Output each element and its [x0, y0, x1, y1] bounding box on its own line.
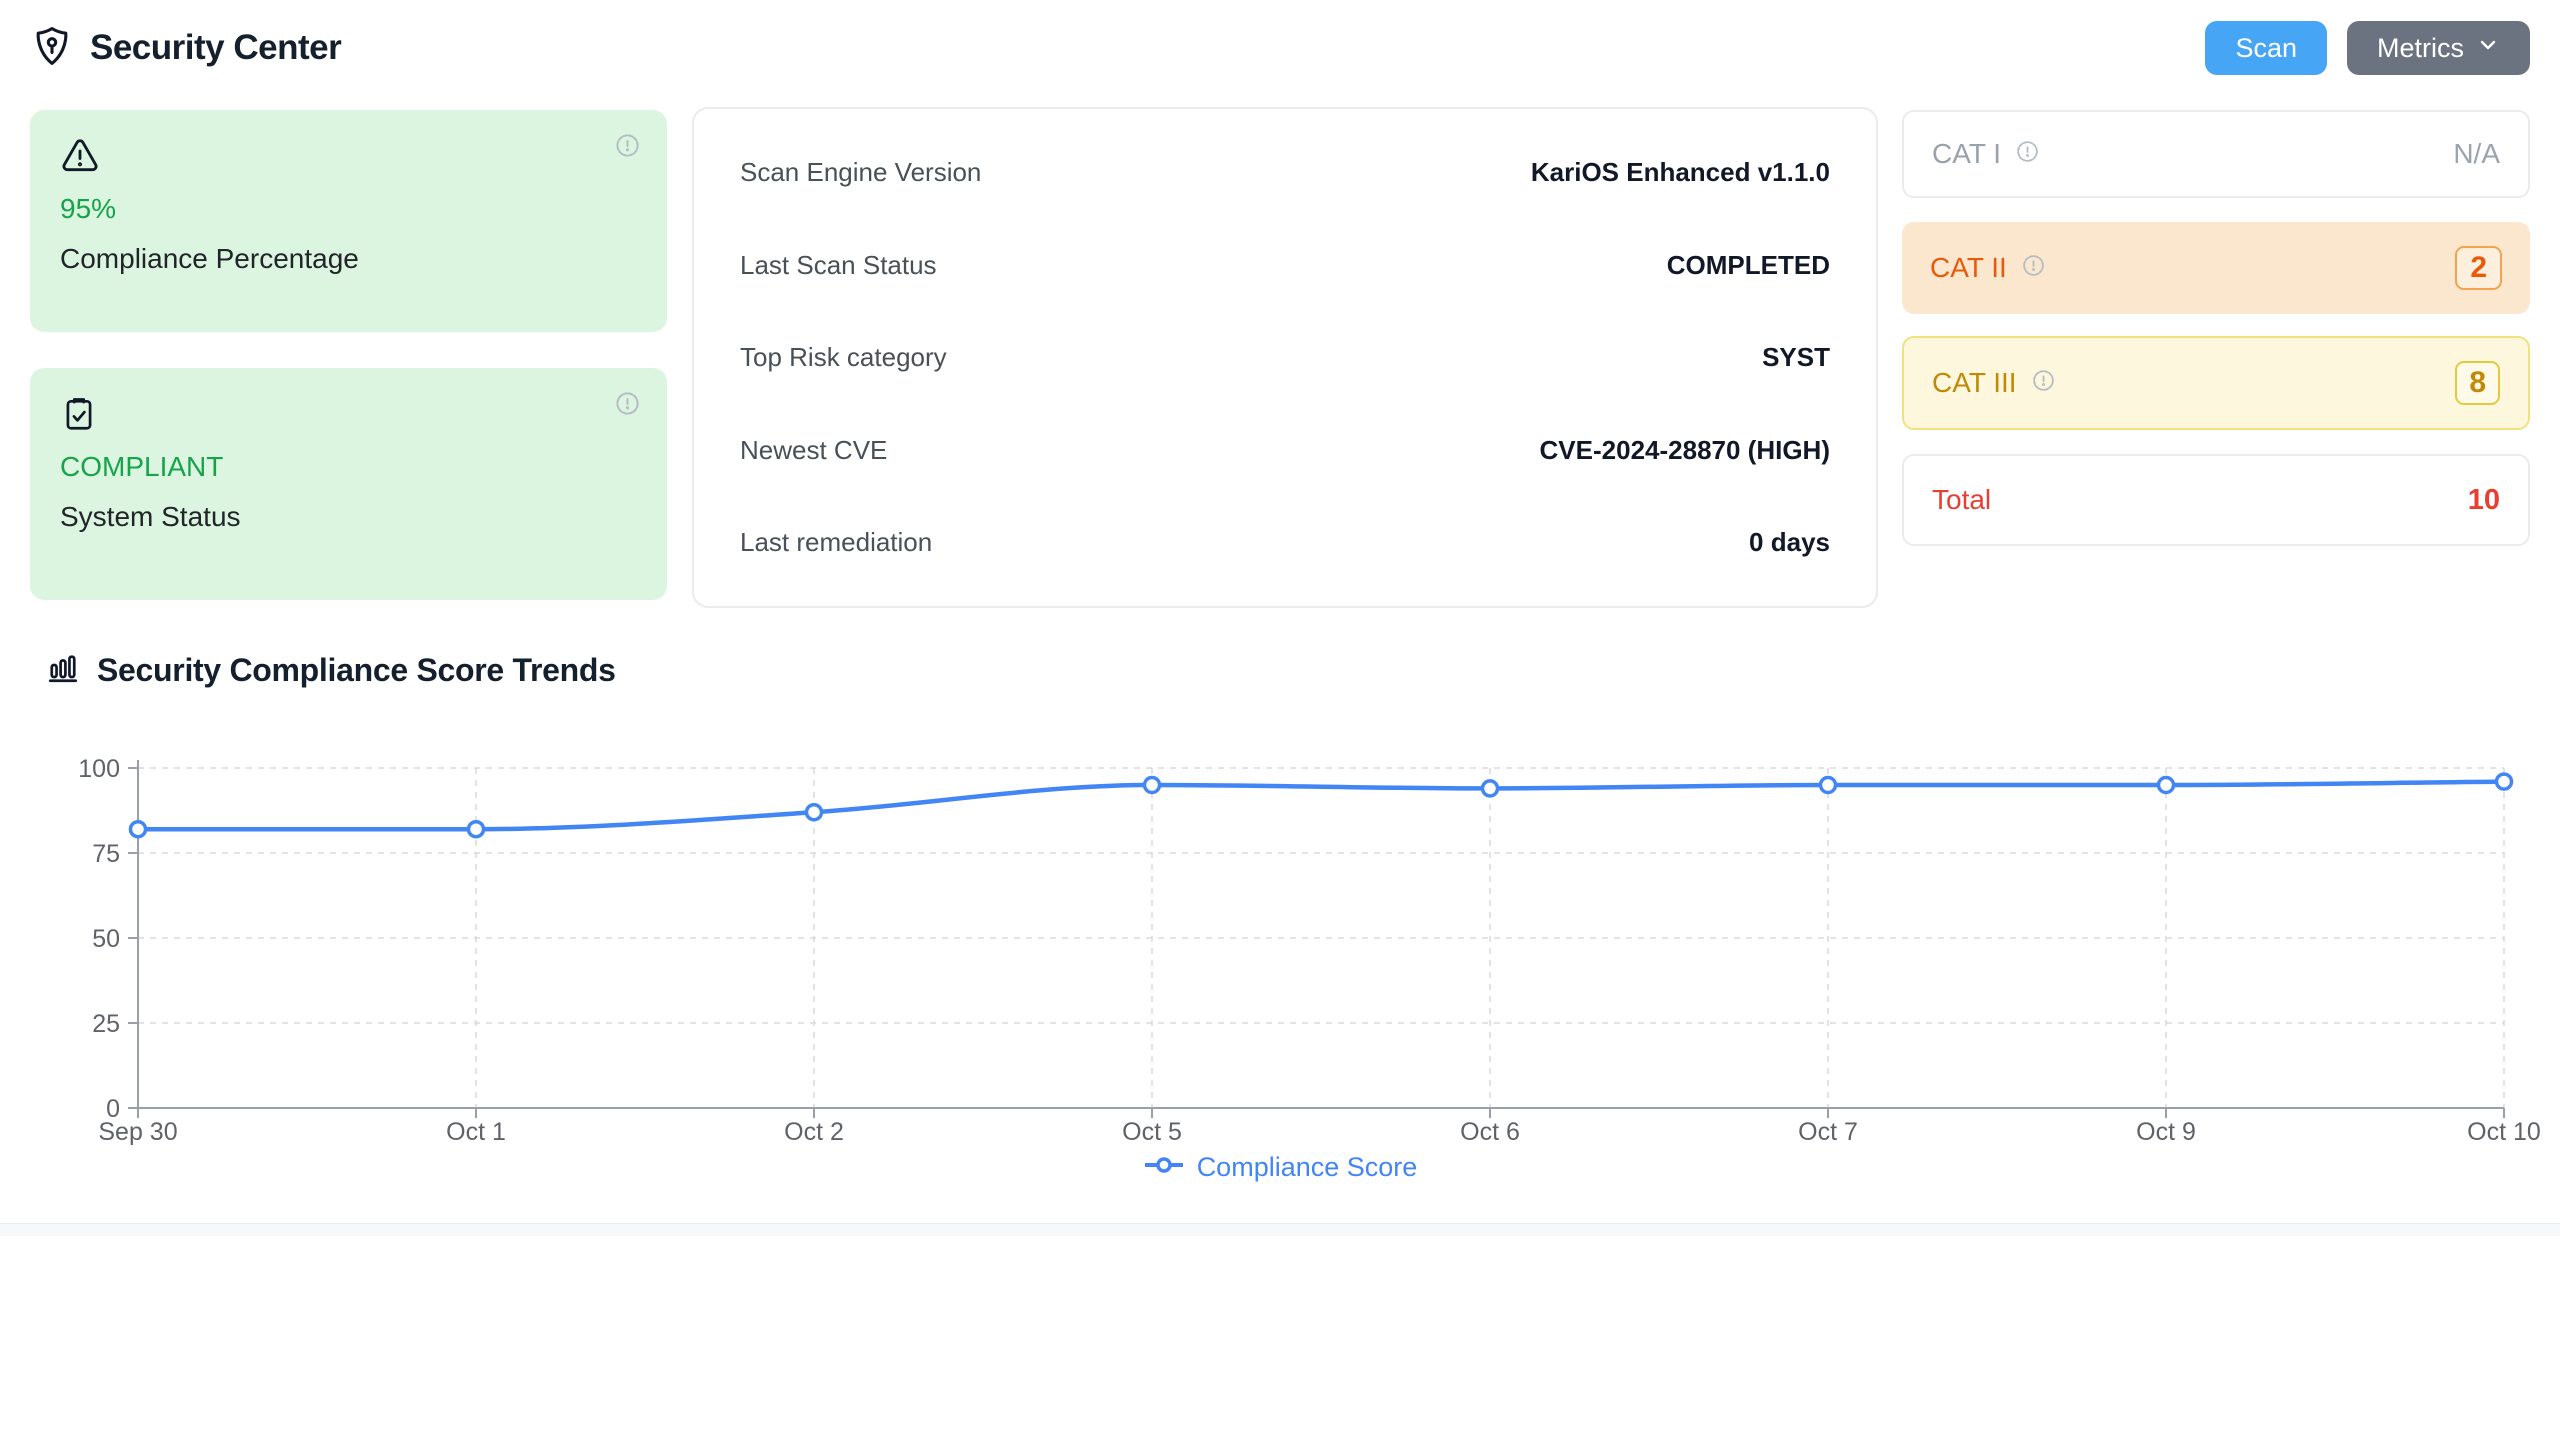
svg-text:100: 100: [78, 755, 120, 783]
compliance-percentage-label: Compliance Percentage: [60, 243, 359, 274]
section-divider: [0, 1223, 2560, 1236]
cat3-card: CAT III 8: [1902, 336, 2530, 430]
scan-details-panel: Scan Engine Version KariOS Enhanced v1.1…: [692, 107, 1878, 608]
shield-keyhole-icon: [30, 24, 74, 73]
compliance-score-line[interactable]: [135, 779, 2507, 832]
scan-button[interactable]: Scan: [2205, 21, 2327, 75]
trends-title-text: Security Compliance Score Trends: [97, 652, 616, 688]
svg-text:Oct 9: Oct 9: [2136, 1118, 2196, 1146]
total-card: Total 10: [1902, 454, 2530, 546]
page-title-text: Security Center: [90, 28, 342, 67]
detail-value: 0 days: [1749, 527, 1830, 557]
chevron-down-icon: [2476, 33, 2500, 64]
clipboard-check-icon: [60, 398, 98, 438]
compliance-score-points[interactable]: [128, 772, 2514, 839]
svg-text:Oct 6: Oct 6: [1460, 1118, 1520, 1146]
system-status-card: COMPLIANT System Status: [30, 368, 667, 600]
svg-text:50: 50: [92, 925, 120, 953]
data-point: [466, 819, 486, 839]
cat2-label: CAT II: [1930, 252, 2007, 283]
detail-row-top-risk: Top Risk category SYST: [740, 342, 1830, 373]
cat2-value: 2: [2455, 246, 2502, 290]
trends-section-title: Security Compliance Score Trends: [45, 650, 616, 691]
app-header: Security Center Scan Metrics: [0, 0, 2560, 96]
svg-text:75: 75: [92, 840, 120, 868]
svg-text:Oct 7: Oct 7: [1798, 1118, 1858, 1146]
compliance-score-trend-chart[interactable]: 0 25 50 75 100 Sep 30 Oct 1 Oct 2 Oct 5 Oct 6 Oct …: [0, 738, 2560, 1153]
chart-gridlines: [138, 767, 2505, 1108]
warning-triangle-icon: [60, 139, 100, 180]
cat2-card: CAT II 2: [1902, 222, 2530, 314]
svg-text:25: 25: [92, 1010, 120, 1038]
legend-line-marker-icon: [1143, 1152, 1185, 1183]
detail-row-scan-engine: Scan Engine Version KariOS Enhanced v1.1…: [740, 157, 1830, 188]
detail-value: SYST: [1762, 342, 1830, 372]
system-status-value: COMPLIANT: [60, 451, 224, 482]
y-axis-tick-labels: 0 25 50 75 100: [78, 755, 120, 1123]
bar-chart-icon: [45, 650, 81, 691]
detail-value: KariOS Enhanced v1.1.0: [1530, 157, 1830, 187]
metrics-button-label: Metrics: [2377, 32, 2464, 63]
info-badge-icon[interactable]: [2015, 139, 2040, 169]
info-badge-icon[interactable]: [2031, 368, 2056, 398]
chart-axes: [128, 760, 2505, 1118]
svg-text:Oct 5: Oct 5: [1122, 1118, 1182, 1146]
metrics-button[interactable]: Metrics: [2347, 21, 2530, 75]
info-badge-icon[interactable]: [2021, 253, 2046, 283]
chart-legend[interactable]: Compliance Score: [0, 1152, 2560, 1183]
svg-text:Oct 10: Oct 10: [2467, 1118, 2541, 1146]
detail-label: Scan Engine Version: [740, 157, 982, 187]
legend-label: Compliance Score: [1196, 1152, 1418, 1182]
detail-row-newest-cve: Newest CVE CVE-2024-28870 (HIGH): [740, 435, 1830, 466]
data-point: [2156, 775, 2176, 795]
cat1-value: N/A: [2453, 138, 2500, 169]
info-badge-icon[interactable]: [614, 390, 641, 422]
detail-label: Newest CVE: [740, 434, 888, 465]
svg-text:Oct 1: Oct 1: [446, 1118, 506, 1146]
cat3-label: CAT III: [1932, 367, 2017, 398]
cat3-value: 8: [2455, 361, 2500, 405]
x-axis-tick-labels: Sep 30 Oct 1 Oct 2 Oct 5 Oct 6 Oct 7 Oct 9 Oct …: [98, 1118, 2540, 1146]
detail-row-last-remediation: Last remediation 0 days: [740, 527, 1830, 558]
cat1-label: CAT I: [1932, 138, 2001, 169]
svg-text:Sep 30: Sep 30: [98, 1118, 177, 1146]
data-point: [1142, 775, 1162, 795]
svg-text:0: 0: [106, 1095, 120, 1123]
info-badge-icon[interactable]: [614, 132, 641, 164]
detail-label: Last remediation: [740, 527, 933, 557]
data-point: [1480, 779, 1500, 798]
page-title: Security Center: [30, 24, 342, 73]
detail-value: CVE-2024-28870 (HIGH): [1539, 434, 1830, 465]
detail-value: COMPLETED: [1666, 249, 1830, 280]
detail-label: Top Risk category: [740, 342, 947, 372]
svg-text:Oct 2: Oct 2: [784, 1118, 844, 1146]
data-point: [804, 802, 824, 822]
detail-row-last-scan-status: Last Scan Status COMPLETED: [740, 250, 1830, 281]
total-value: 10: [2467, 483, 2500, 516]
detail-label: Last Scan Status: [740, 249, 937, 280]
data-point: [2494, 772, 2514, 791]
data-point: [128, 819, 148, 839]
data-point: [1818, 775, 1838, 795]
compliance-percentage-value: 95%: [60, 193, 117, 224]
compliance-percentage-card: 95% Compliance Percentage: [30, 110, 667, 332]
cat1-card: CAT I N/A: [1902, 110, 2530, 198]
system-status-label: System Status: [60, 501, 241, 532]
total-label: Total: [1932, 484, 1992, 515]
